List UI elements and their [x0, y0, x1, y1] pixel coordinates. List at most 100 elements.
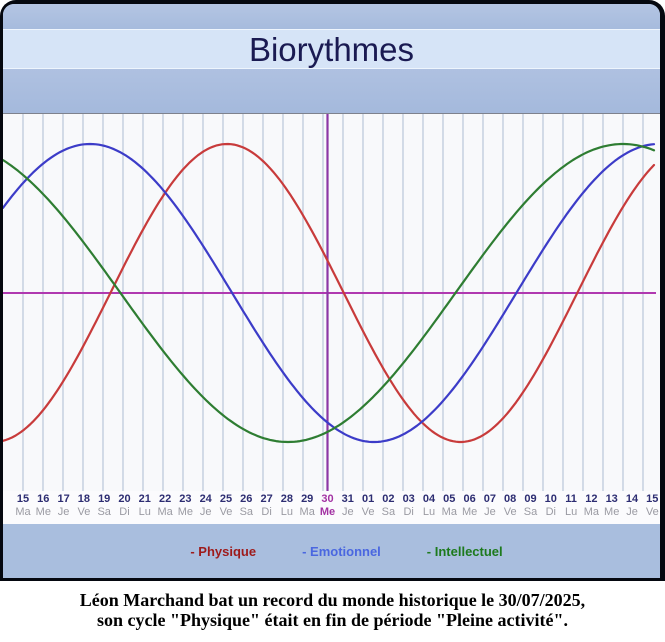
date-label: 11: [565, 493, 577, 505]
date-label: 06: [463, 493, 476, 505]
caption-line-2: son cycle "Physique" était en fin de pér…: [97, 610, 568, 630]
weekday-label: Ve: [645, 506, 659, 518]
date-label: 29: [301, 493, 314, 505]
date-label: 15: [646, 493, 659, 505]
x-axis-label-13: 13 Me: [604, 493, 619, 519]
x-axis-label-06: 06 Me: [462, 493, 477, 519]
weekday-label: Ma: [299, 506, 315, 518]
weekday-label: Lu: [280, 506, 294, 518]
date-label: 20: [118, 493, 131, 505]
x-axis-label-25: 25 Ve: [220, 493, 233, 519]
weekday-label: Di: [119, 506, 130, 518]
x-axis-label-29: 29 Ma: [300, 493, 315, 519]
date-label: 25: [219, 493, 233, 505]
curve-physique: [3, 142, 656, 444]
weekday-label: Je: [57, 506, 70, 518]
date-label: 19: [98, 493, 111, 505]
date-label: 14: [625, 493, 639, 505]
x-axis-labels: 15 Ma 16 Me 17 Je 18 Ve 19 Sa 20 Di 21 Lu 22 Ma 23 Me 24 Je…: [3, 491, 660, 524]
date-label: 31: [341, 493, 354, 505]
date-label: 27: [260, 493, 273, 505]
date-label: 01: [361, 493, 375, 505]
x-axis-label-22: 22 Ma: [157, 493, 172, 519]
weekday-label: Lu: [422, 506, 436, 518]
date-label: 23: [179, 493, 192, 505]
biorhythm-window: Biorythmes 15 Ma 16 Me 17 Je 18 Ve 19 Sa 20 Di 21 Lu 2…: [0, 0, 665, 581]
weekday-label: Me: [35, 506, 51, 518]
x-axis-label-11: 11 Lu: [565, 493, 577, 519]
date-label: 12: [585, 493, 598, 505]
legend-item-physique: - Physique: [190, 543, 257, 559]
weekday-label: Ve: [219, 506, 233, 518]
weekday-label: Me: [604, 506, 620, 518]
date-label: 08: [504, 493, 517, 505]
weekday-label: Lu: [564, 506, 578, 518]
x-axis-label-05: 05 Ma: [442, 493, 457, 519]
date-label: 26: [240, 493, 253, 505]
caption: Léon Marchand bat un record du monde his…: [0, 581, 665, 642]
weekday-label: Lu: [138, 506, 151, 518]
date-label: 03: [402, 493, 415, 505]
x-axis-label-18: 18 Ve: [77, 493, 90, 519]
x-axis-label-01: 01 Ve: [362, 493, 375, 519]
weekday-label: Sa: [239, 506, 254, 518]
x-axis-label-03: 03 Di: [403, 493, 415, 519]
x-axis-label-10: 10 Di: [545, 493, 557, 519]
x-axis-label-31: 31 Je: [342, 493, 354, 519]
x-axis-label-21: 21 Lu: [139, 493, 151, 519]
weekday-label: Sa: [523, 506, 538, 518]
date-label: 28: [280, 493, 294, 505]
weekday-label: Je: [341, 506, 354, 518]
biorhythm-chart-svg: [3, 114, 656, 491]
weekday-label: Sa: [381, 506, 396, 518]
weekday-label: Ma: [157, 506, 173, 518]
window-inner: Biorythmes 15 Ma 16 Me 17 Je 18 Ve 19 Sa 20 Di 21 Lu 2…: [3, 4, 660, 578]
weekday-label: Di: [545, 506, 556, 518]
x-axis-label-15: 15 Ma: [15, 493, 30, 519]
weekday-label: Je: [199, 506, 212, 518]
date-label: 13: [605, 493, 618, 505]
page-title: Biorythmes: [248, 30, 415, 68]
chart-plot-area: [3, 113, 660, 491]
date-label: 18: [77, 493, 91, 505]
weekday-label: Sa: [97, 506, 111, 518]
date-label: 22: [158, 493, 172, 505]
window-top-band: [3, 4, 660, 29]
date-label: 24: [199, 493, 212, 505]
x-axis-label-26: 26 Sa: [240, 493, 253, 519]
date-label: 04: [422, 493, 436, 505]
legend-item-intellectuel: - Intellectuel: [426, 543, 503, 559]
weekday-label: Me: [177, 506, 194, 518]
weekday-label: Di: [261, 506, 272, 518]
date-label: 15: [16, 493, 30, 505]
x-axis-label-15: 15 Ve: [646, 493, 659, 519]
date-label: 02: [382, 493, 395, 505]
x-axis-label-19: 19 Sa: [97, 493, 110, 519]
weekday-label: Je: [484, 506, 496, 518]
x-axis-label-24: 24 Je: [200, 493, 212, 519]
date-label: 17: [57, 493, 70, 505]
x-axis-label-23: 23 Me: [178, 493, 193, 519]
weekday-label: Me: [319, 506, 336, 518]
x-axis-label-04: 04 Lu: [423, 493, 435, 519]
weekday-label: Me: [461, 506, 478, 518]
title-band: Biorythmes: [3, 29, 660, 69]
date-label: 07: [483, 493, 497, 505]
weekday-label: Ve: [361, 506, 375, 518]
date-label: 16: [37, 493, 50, 505]
date-label: 10: [544, 493, 557, 505]
legend: - Physique - Emotionnel - Intellectuel: [3, 524, 660, 578]
window-sub-band: [3, 69, 660, 113]
weekday-label: Ma: [583, 506, 600, 518]
x-axis-label-30: 30 Me: [320, 493, 335, 519]
x-axis-label-20: 20 Di: [118, 493, 130, 519]
date-label: 21: [138, 493, 151, 505]
legend-item-emotionnel: - Emotionnel: [302, 543, 381, 559]
date-label: 30: [321, 493, 334, 505]
x-axis-label-12: 12 Ma: [584, 493, 599, 519]
weekday-label: Ma: [15, 506, 31, 518]
x-axis-label-17: 17 Je: [57, 493, 69, 519]
date-label: 09: [524, 493, 537, 505]
weekday-label: Je: [626, 506, 638, 518]
weekday-label: Ve: [503, 506, 517, 518]
